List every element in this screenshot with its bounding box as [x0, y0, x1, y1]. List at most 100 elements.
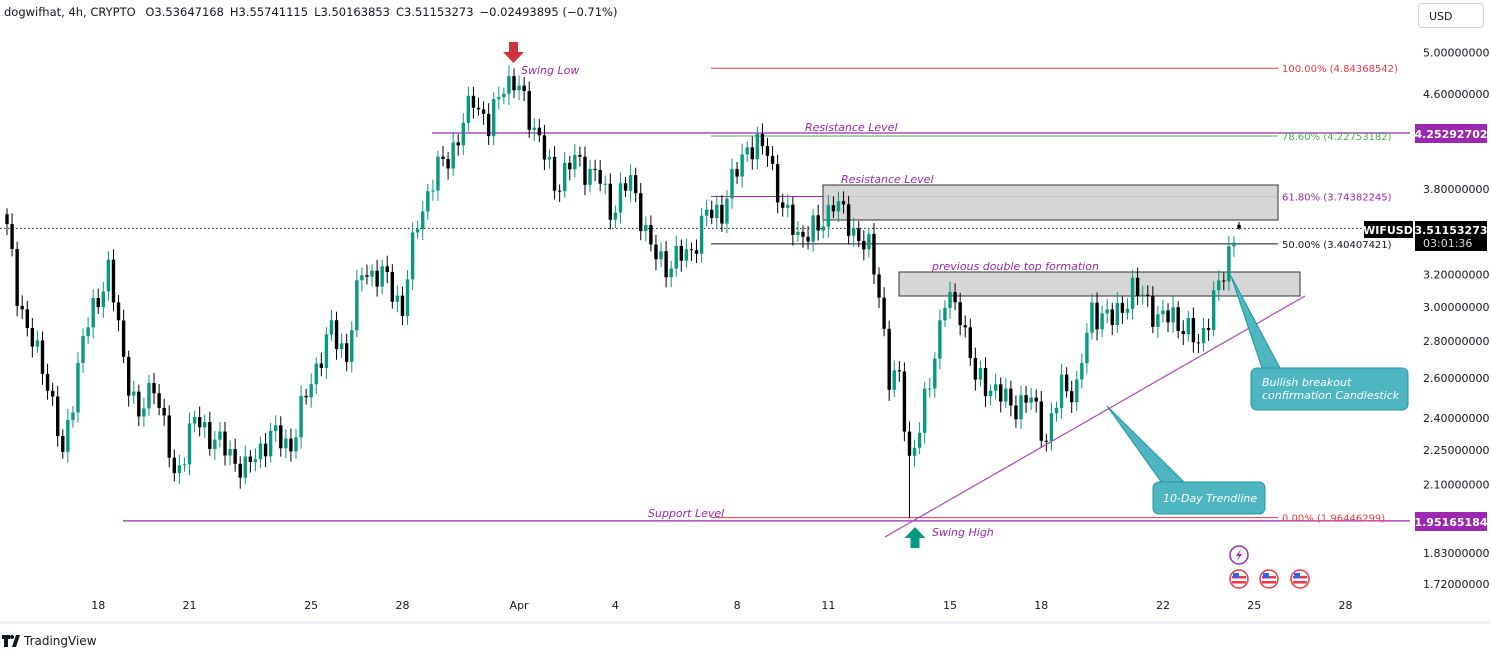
- bar-countdown: 03:01:36: [1423, 237, 1472, 250]
- time-axis: 18 21 25 28 Apr 4 8 11 15 18 22 25 28: [91, 599, 1352, 612]
- candle: [618, 172, 623, 224]
- candle-body: [1100, 313, 1104, 330]
- candle-body: [557, 190, 562, 192]
- candle-body: [568, 162, 572, 170]
- candle-body: [502, 93, 506, 98]
- candle: [517, 75, 521, 101]
- candle: [233, 438, 237, 472]
- currency-button[interactable]: USD: [1418, 3, 1484, 28]
- candle-body: [639, 193, 643, 231]
- us-event-flag-icon[interactable]: [1229, 569, 1249, 589]
- candle-body: [137, 391, 141, 417]
- candle: [857, 221, 861, 248]
- candle: [476, 97, 481, 116]
- candle-body: [421, 211, 425, 230]
- candle: [943, 300, 947, 328]
- candle-body: [811, 215, 815, 242]
- candle: [497, 86, 501, 110]
- candle: [218, 421, 222, 448]
- flag-stripe: [1232, 581, 1246, 584]
- candle-body: [755, 133, 760, 160]
- candle: [664, 240, 668, 288]
- candle: [481, 101, 486, 125]
- candle-body: [132, 391, 136, 396]
- candle-body: [928, 388, 932, 390]
- resistance-label-1: Resistance Level: [805, 121, 898, 134]
- candle: [999, 377, 1003, 413]
- breakout-callout[interactable]: Bullish breakout confirmation Candlestic…: [1230, 275, 1409, 411]
- candle: [258, 436, 263, 469]
- candle: [223, 421, 227, 466]
- candle-body: [86, 327, 90, 337]
- candle-body: [238, 463, 242, 478]
- candle: [106, 251, 111, 301]
- event-lightning-icon[interactable]: [1229, 545, 1249, 565]
- candle: [172, 449, 177, 482]
- candle: [385, 255, 389, 284]
- candle-body: [111, 259, 116, 303]
- candle: [1237, 221, 1241, 230]
- date-tick-label: 4: [612, 599, 619, 612]
- candle-body: [659, 251, 663, 260]
- candle: [96, 288, 100, 314]
- candle-body: [917, 432, 922, 448]
- resistance-zone[interactable]: [822, 184, 1279, 221]
- date-tick-label: 21: [183, 599, 197, 612]
- candle: [725, 190, 729, 234]
- candle: [40, 331, 45, 385]
- candle-body: [91, 298, 95, 328]
- legend-high: H3.55741115: [229, 5, 309, 19]
- candle-body: [537, 127, 542, 136]
- support-price-tag: 1.95165184: [1414, 512, 1488, 531]
- date-tick-label: 28: [1338, 599, 1352, 612]
- candle-body: [208, 422, 212, 449]
- candle-body: [953, 292, 957, 303]
- candle: [344, 333, 349, 372]
- candle-body: [142, 408, 146, 417]
- tradingview-logo-icon: [2, 635, 20, 647]
- price-chart[interactable]: 100.00% (4.84368542) 78.60% (4.22753182) 6…: [0, 0, 1491, 620]
- candle-body: [218, 431, 222, 440]
- candle: [907, 421, 912, 518]
- price-tick-label: 2.25000000: [1423, 444, 1489, 457]
- candle-body: [101, 291, 106, 308]
- current-price-value: 3.51153273: [1414, 224, 1487, 237]
- candle-body: [552, 156, 557, 191]
- candle-body: [841, 201, 846, 205]
- candle: [948, 281, 952, 319]
- candle-body: [958, 302, 962, 326]
- candle: [203, 414, 207, 438]
- candle-body: [563, 162, 567, 192]
- candle-body: [897, 370, 902, 372]
- candle-body: [532, 127, 536, 130]
- candle-body: [299, 395, 303, 438]
- candle-body: [613, 212, 618, 220]
- fib-label: 61.80% (3.74382245): [1282, 192, 1392, 203]
- candle: [862, 230, 866, 261]
- trendline-callout[interactable]: 10-Day Trendline: [1106, 405, 1266, 515]
- us-event-flag-icon[interactable]: [1259, 569, 1279, 589]
- candle: [710, 200, 714, 225]
- candle: [563, 152, 567, 198]
- trendline[interactable]: [884, 295, 1306, 538]
- swing-low-arrow-icon: [503, 42, 524, 63]
- date-tick-label: 18: [91, 599, 105, 612]
- candle-body: [1054, 407, 1059, 414]
- candle-body: [715, 204, 719, 218]
- candle: [1232, 235, 1236, 257]
- candle: [578, 146, 582, 167]
- candle-body: [61, 436, 65, 452]
- us-event-flag-icon[interactable]: [1290, 569, 1310, 589]
- double-top-label: previous double top formation: [931, 260, 1099, 273]
- candle: [1176, 301, 1180, 339]
- candle-body: [948, 292, 952, 308]
- double-top-zone[interactable]: [898, 271, 1301, 297]
- candle-body: [1146, 294, 1150, 296]
- candle: [192, 410, 197, 433]
- candle-body: [1166, 310, 1170, 323]
- candle: [436, 150, 440, 201]
- candle-body: [410, 232, 415, 280]
- tradingview-logo[interactable]: TradingView: [2, 634, 97, 648]
- candle: [669, 260, 673, 288]
- candle-body: [644, 225, 648, 231]
